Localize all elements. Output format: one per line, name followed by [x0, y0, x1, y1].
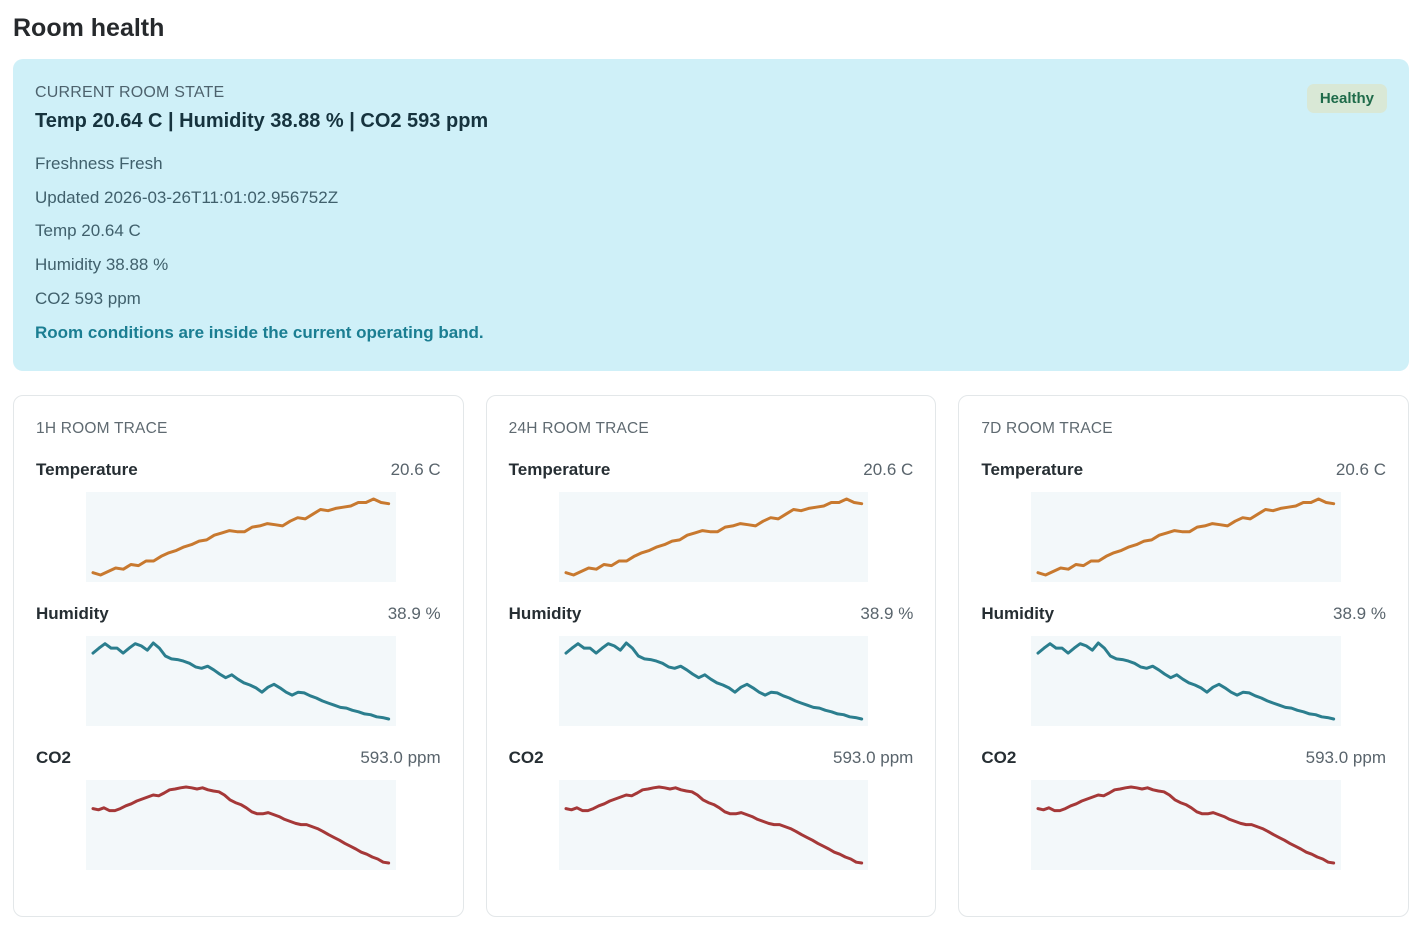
humidity-label: Humidity [36, 604, 109, 624]
temperature-value: 20.6 C [390, 460, 441, 480]
state-line-temp: Temp 20.64 C [35, 221, 141, 241]
co2-metric-row: CO2 593.0 ppm [509, 748, 914, 768]
state-card-header: CURRENT ROOM STATE Temp 20.64 C | Humidi… [35, 84, 1387, 133]
co2-label: CO2 [508, 748, 544, 768]
state-detail-lines: Freshness Fresh Updated 2026-03-26T11:01… [35, 154, 1387, 308]
humidity-value: 38.9 % [860, 604, 914, 624]
state-line-freshness: Freshness Fresh [35, 154, 163, 173]
temperature-sparkline [558, 492, 869, 583]
state-line-updated: Updated 2026-03-26T11:01:02.956752Z [35, 187, 339, 207]
temperature-value: 20.6 C [1335, 460, 1386, 480]
humidity-metric-row: Humidity 38.9 % [36, 604, 441, 624]
co2-label: CO2 [36, 748, 71, 768]
humidity-value: 38.9 % [1333, 604, 1386, 624]
temperature-label: Temperature [981, 460, 1084, 480]
trace-cards-grid: 1H ROOM TRACE Temperature 20.6 C Humidit… [13, 395, 1409, 918]
co2-label: CO2 [981, 748, 1017, 768]
state-line-humidity: Humidity 38.88 % [35, 255, 169, 275]
temperature-sparkline [1031, 492, 1341, 583]
co2-value: 593.0 ppm [360, 748, 441, 768]
co2-sparkline [1031, 780, 1341, 871]
temperature-value: 20.6 C [863, 460, 914, 480]
humidity-value: 38.9 % [387, 604, 441, 624]
humidity-sparkline [1031, 636, 1341, 727]
temperature-sparkline [86, 492, 396, 583]
state-summary: Temp 20.64 C | Humidity 38.88 % | CO2 59… [35, 110, 489, 132]
state-card-header-text: CURRENT ROOM STATE Temp 20.64 C | Humidi… [35, 84, 488, 133]
trace-card-7d: 7D ROOM TRACE Temperature 20.6 C Humidit… [958, 395, 1409, 918]
state-note: Room conditions are inside the current o… [35, 323, 484, 343]
humidity-metric-row: Humidity 38.9 % [509, 604, 914, 624]
state-heading: CURRENT ROOM STATE [35, 84, 225, 101]
co2-sparkline [558, 780, 869, 871]
co2-sparkline [86, 780, 396, 871]
humidity-metric-row: Humidity 38.9 % [981, 604, 1386, 624]
co2-value: 593.0 ppm [832, 748, 914, 768]
trace-card-title: 7D ROOM TRACE [981, 420, 1113, 438]
temperature-label: Temperature [36, 460, 138, 480]
humidity-sparkline [558, 636, 869, 727]
trace-card-24h: 24H ROOM TRACE Temperature 20.6 C Humidi… [485, 395, 937, 918]
current-room-state-card: CURRENT ROOM STATE Temp 20.64 C | Humidi… [13, 59, 1409, 372]
trace-card-title: 1H ROOM TRACE [36, 420, 168, 438]
trace-card-title: 24H ROOM TRACE [508, 420, 649, 438]
co2-metric-row: CO2 593.0 ppm [981, 748, 1386, 768]
page-title: Room health [13, 14, 165, 42]
humidity-label: Humidity [981, 604, 1055, 624]
status-badge: Healthy [1306, 84, 1387, 113]
humidity-sparkline [86, 636, 396, 727]
humidity-label: Humidity [508, 604, 582, 624]
temperature-label: Temperature [508, 460, 611, 480]
state-line-co2: CO2 593 ppm [35, 288, 141, 308]
temperature-metric-row: Temperature 20.6 C [981, 460, 1386, 480]
co2-metric-row: CO2 593.0 ppm [36, 748, 441, 768]
temperature-metric-row: Temperature 20.6 C [36, 460, 441, 480]
co2-value: 593.0 ppm [1305, 748, 1386, 768]
temperature-metric-row: Temperature 20.6 C [509, 460, 914, 480]
trace-card-1h: 1H ROOM TRACE Temperature 20.6 C Humidit… [13, 395, 464, 918]
